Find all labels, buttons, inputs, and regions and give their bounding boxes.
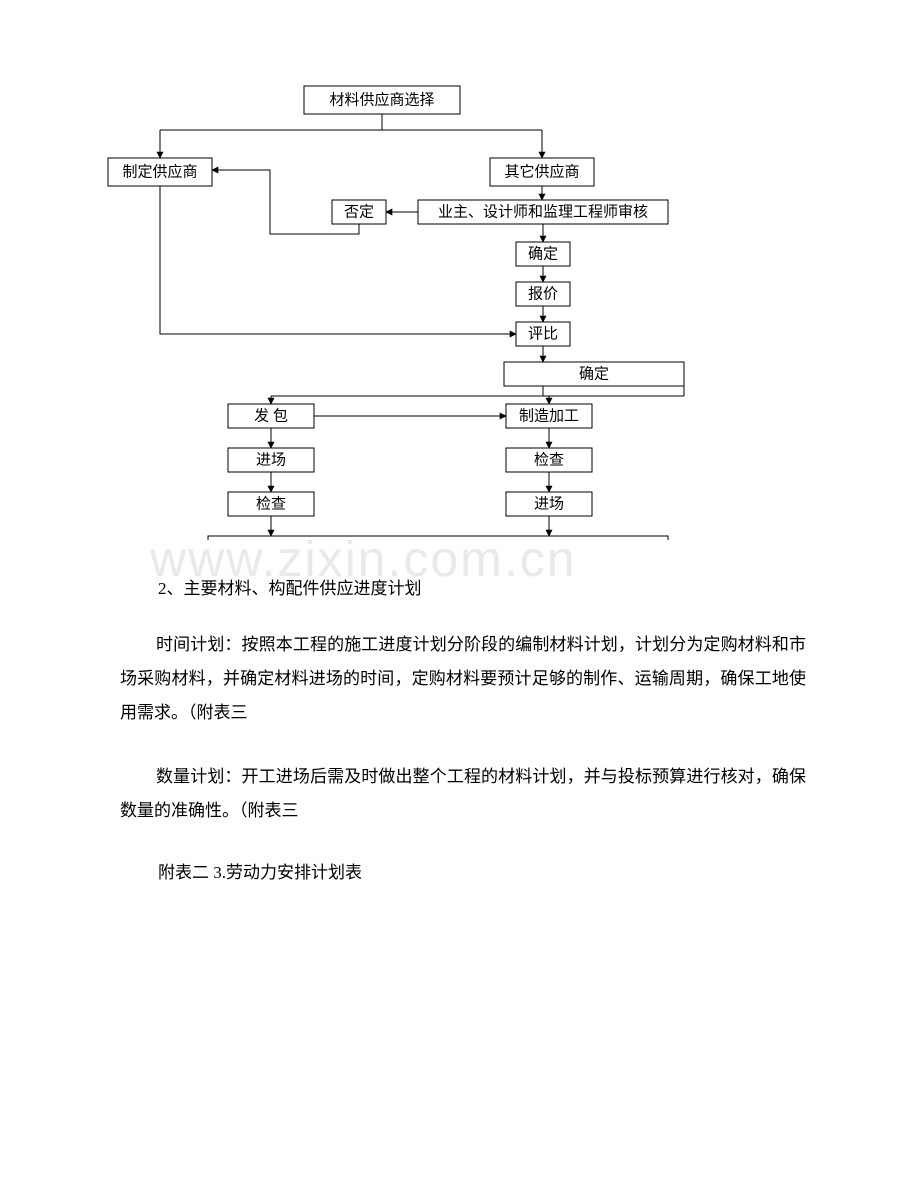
flowchart-node-label: 检查 — [256, 495, 286, 512]
flowchart-node-jinR: 进场 — [506, 492, 592, 516]
flowchart-node-label: 制造加工 — [519, 407, 579, 424]
flowchart-node-audit: 业主、设计师和监理工程师审核 — [418, 200, 668, 224]
flowchart-node-root: 材料供应商选择 — [304, 86, 460, 114]
flowchart-node-mfg: 制造加工 — [506, 404, 592, 428]
flowchart-node-label: 评比 — [528, 325, 558, 342]
flowchart-node-pingbi: 评比 — [516, 322, 570, 346]
flowchart-node-label: 制定供应商 — [122, 162, 197, 180]
page: www.zixin.com.cn 材料供应商选择制定供应商其它供应商否定业主、设… — [0, 0, 920, 1191]
paragraph: 附表二 3.劳动力安排计划表 — [158, 856, 798, 890]
flowchart-node-chkR: 检查 — [506, 448, 592, 472]
paragraph: 时间计划：按照本工程的施工进度计划分阶段的编制材料计划，计划分为定购材料和市场采… — [120, 628, 806, 730]
flowchart-node-deny: 否定 — [332, 200, 386, 224]
flowchart-node-label: 其它供应商 — [504, 162, 579, 180]
flowchart-node-label: 确定 — [579, 365, 609, 382]
flowchart-node-confirm1: 确定 — [516, 242, 570, 266]
flowchart-node-fabao: 发 包 — [228, 404, 314, 428]
flowchart: 材料供应商选择制定供应商其它供应商否定业主、设计师和监理工程师审核确定报价评比确… — [98, 80, 748, 540]
flowchart-node-label: 检查 — [534, 451, 564, 468]
flowchart-node-label: 进场 — [534, 495, 564, 512]
flowchart-node-chkL: 检查 — [228, 492, 314, 516]
flowchart-node-label: 进场 — [256, 451, 286, 468]
paragraph: 数量计划：开工进场后需及时做出整个工程的材料计划，并与投标预算进行核对，确保数量… — [120, 760, 806, 828]
flowchart-node-label: 报价 — [528, 285, 558, 302]
flowchart-node-desig: 制定供应商 — [108, 158, 212, 186]
flowchart-node-quote: 报价 — [516, 282, 570, 306]
flowchart-node-label: 否定 — [344, 203, 374, 220]
flowchart-node-other: 其它供应商 — [490, 158, 594, 186]
flowchart-node-cons: 施 工 — [208, 536, 668, 540]
flowchart-node-label: 发 包 — [254, 407, 288, 424]
flowchart-node-jinL: 进场 — [228, 448, 314, 472]
flowchart-svg: 材料供应商选择制定供应商其它供应商否定业主、设计师和监理工程师审核确定报价评比确… — [98, 80, 748, 540]
paragraph: 2、主要材料、构配件供应进度计划 — [158, 572, 798, 606]
flowchart-node-label: 确定 — [528, 245, 558, 262]
flowchart-node-confirm2: 确定 — [504, 362, 684, 386]
flowchart-node-label: 业主、设计师和监理工程师审核 — [438, 203, 648, 220]
flowchart-node-label: 材料供应商选择 — [329, 90, 434, 108]
